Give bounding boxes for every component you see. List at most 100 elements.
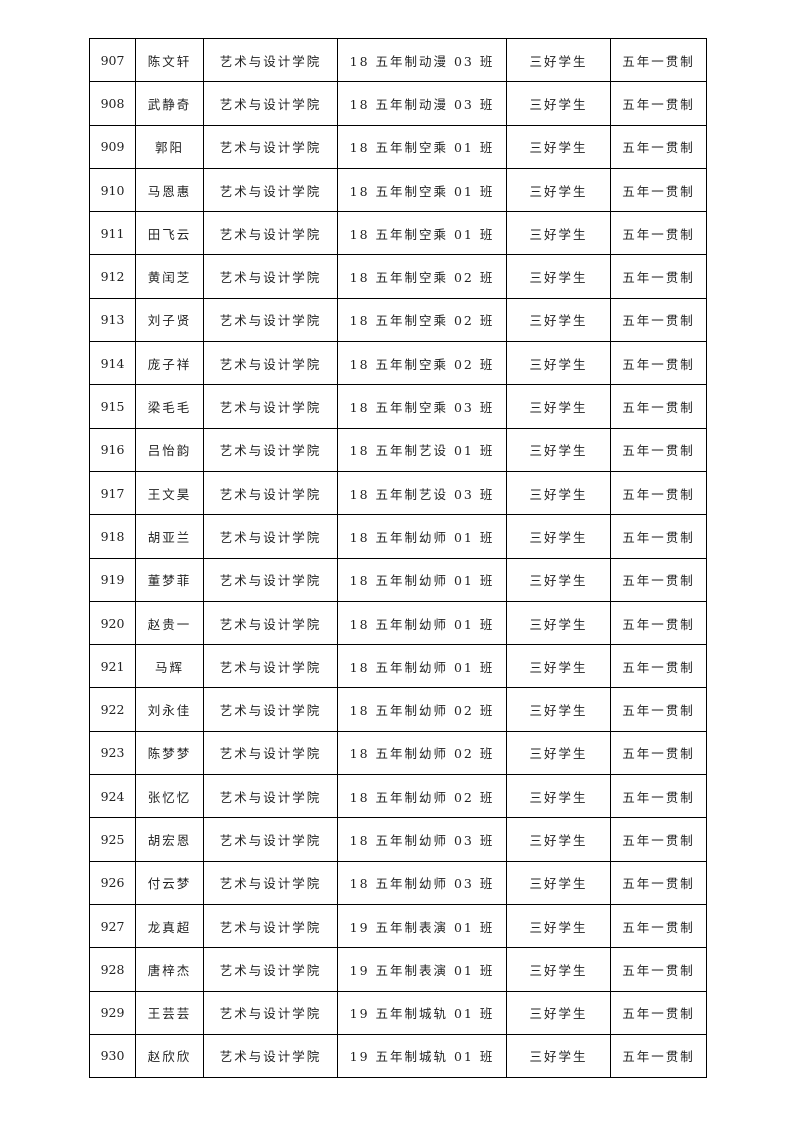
award-cell: 三好学生 (506, 211, 611, 256)
class-name-cell: 19 五年制表演 01 班 (337, 947, 507, 992)
row-number-cell: 924 (89, 774, 136, 819)
row-number-cell: 909 (89, 124, 136, 169)
program-type-cell: 五年一贯制 (610, 644, 707, 689)
college-cell: 艺术与设计学院 (203, 341, 338, 386)
college-cell: 艺术与设计学院 (203, 37, 338, 83)
program-type-cell: 五年一贯制 (610, 947, 707, 992)
class-name-cell: 18 五年制空乘 01 班 (337, 167, 507, 213)
table-row: 916 吕怡韵 艺术与设计学院 18 五年制艺设 01 班三好学生 五年一贯制 (89, 427, 707, 472)
award-cell: 三好学生 (506, 341, 611, 386)
table-row: 927 龙真超 艺术与设计学院 19 五年制表演 01 班三好学生 五年一贯制 (89, 903, 707, 949)
table-row: 923 陈梦梦 艺术与设计学院 18 五年制幼师 02 班三好学生 五年一贯制 (89, 730, 707, 776)
program-type-cell: 五年一贯制 (610, 384, 707, 429)
row-number-cell: 921 (89, 644, 136, 689)
college-cell: 艺术与设计学院 (203, 600, 338, 646)
row-number-cell: 915 (89, 384, 136, 429)
college-cell: 艺术与设计学院 (203, 297, 338, 343)
award-cell: 三好学生 (506, 774, 611, 819)
class-name-cell: 19 五年制城轨 01 班 (337, 990, 507, 1035)
student-name-cell: 刘永佳 (135, 687, 204, 732)
award-cell: 三好学生 (506, 37, 611, 83)
college-cell: 艺术与设计学院 (203, 211, 338, 256)
award-cell: 三好学生 (506, 903, 611, 949)
award-cell: 三好学生 (506, 297, 611, 343)
college-cell: 艺术与设计学院 (203, 384, 338, 429)
student-name-cell: 唐梓杰 (135, 947, 204, 992)
award-cell: 三好学生 (506, 254, 611, 299)
table-row: 915 梁毛毛 艺术与设计学院 18 五年制空乘 03 班三好学生 五年一贯制 (89, 384, 707, 429)
row-number-cell: 914 (89, 341, 136, 386)
class-name-cell: 18 五年制幼师 02 班 (337, 730, 507, 776)
row-number-cell: 918 (89, 514, 136, 559)
program-type-cell: 五年一贯制 (610, 600, 707, 646)
award-cell: 三好学生 (506, 124, 611, 169)
program-type-cell: 五年一贯制 (610, 124, 707, 169)
program-type-cell: 五年一贯制 (610, 341, 707, 386)
program-type-cell: 五年一贯制 (610, 254, 707, 299)
row-number-cell: 923 (89, 730, 136, 776)
student-name-cell: 董梦菲 (135, 557, 204, 602)
award-cell: 三好学生 (506, 730, 611, 776)
class-name-cell: 18 五年制幼师 02 班 (337, 687, 507, 732)
student-name-cell: 陈梦梦 (135, 730, 204, 776)
college-cell: 艺术与设计学院 (203, 1033, 338, 1079)
student-name-cell: 张忆忆 (135, 774, 204, 819)
class-name-cell: 18 五年制幼师 03 班 (337, 817, 507, 862)
table-row: 910 马恩惠 艺术与设计学院 18 五年制空乘 01 班三好学生 五年一贯制 (89, 167, 707, 213)
table-row: 912 黄闰芝 艺术与设计学院 18 五年制空乘 02 班三好学生 五年一贯制 (89, 254, 707, 299)
program-type-cell: 五年一贯制 (610, 817, 707, 862)
table-row: 919 董梦菲 艺术与设计学院 18 五年制幼师 01 班三好学生 五年一贯制 (89, 557, 707, 602)
program-type-cell: 五年一贯制 (610, 211, 707, 256)
program-type-cell: 五年一贯制 (610, 470, 707, 516)
award-cell: 三好学生 (506, 860, 611, 905)
student-name-cell: 庞子祥 (135, 341, 204, 386)
row-number-cell: 922 (89, 687, 136, 732)
table-row: 930 赵欣欣 艺术与设计学院 19 五年制城轨 01 班三好学生 五年一贯制 (89, 1033, 707, 1079)
award-cell: 三好学生 (506, 817, 611, 862)
table-row: 908 武静奇 艺术与设计学院 18 五年制动漫 03 班三好学生 五年一贯制 (89, 81, 707, 126)
row-number-cell: 907 (89, 37, 136, 83)
award-cell: 三好学生 (506, 600, 611, 646)
table-row: 921 马辉 艺术与设计学院 18 五年制幼师 01 班三好学生 五年一贯制 (89, 644, 707, 689)
program-type-cell: 五年一贯制 (610, 427, 707, 472)
program-type-cell: 五年一贯制 (610, 730, 707, 776)
row-number-cell: 929 (89, 990, 136, 1035)
college-cell: 艺术与设计学院 (203, 124, 338, 169)
class-name-cell: 18 五年制幼师 02 班 (337, 774, 507, 819)
college-cell: 艺术与设计学院 (203, 730, 338, 776)
table-row: 920 赵贵一 艺术与设计学院 18 五年制幼师 01 班三好学生 五年一贯制 (89, 600, 707, 646)
table-row: 907 陈文轩 艺术与设计学院 18 五年制动漫 03 班三好学生 五年一贯制 (89, 37, 707, 83)
student-name-cell: 陈文轩 (135, 37, 204, 83)
award-table: 907 陈文轩 艺术与设计学院 18 五年制动漫 03 班三好学生 五年一贯制 908 武静… (89, 37, 707, 1079)
class-name-cell: 18 五年制动漫 03 班 (337, 81, 507, 126)
award-cell: 三好学生 (506, 990, 611, 1035)
row-number-cell: 911 (89, 211, 136, 256)
row-number-cell: 925 (89, 817, 136, 862)
row-number-cell: 913 (89, 297, 136, 343)
row-number-cell: 928 (89, 947, 136, 992)
class-name-cell: 18 五年制空乘 01 班 (337, 211, 507, 256)
row-number-cell: 926 (89, 860, 136, 905)
class-name-cell: 18 五年制幼师 01 班 (337, 557, 507, 602)
college-cell: 艺术与设计学院 (203, 903, 338, 949)
program-type-cell: 五年一贯制 (610, 903, 707, 949)
program-type-cell: 五年一贯制 (610, 297, 707, 343)
college-cell: 艺术与设计学院 (203, 817, 338, 862)
row-number-cell: 927 (89, 903, 136, 949)
class-name-cell: 18 五年制艺设 03 班 (337, 470, 507, 516)
student-name-cell: 郭阳 (135, 124, 204, 169)
table-row: 924 张忆忆 艺术与设计学院 18 五年制幼师 02 班三好学生 五年一贯制 (89, 774, 707, 819)
award-cell: 三好学生 (506, 947, 611, 992)
college-cell: 艺术与设计学院 (203, 167, 338, 213)
college-cell: 艺术与设计学院 (203, 557, 338, 602)
award-cell: 三好学生 (506, 644, 611, 689)
program-type-cell: 五年一贯制 (610, 557, 707, 602)
student-name-cell: 马恩惠 (135, 167, 204, 213)
student-name-cell: 武静奇 (135, 81, 204, 126)
row-number-cell: 908 (89, 81, 136, 126)
student-name-cell: 赵贵一 (135, 600, 204, 646)
class-name-cell: 18 五年制空乘 03 班 (337, 384, 507, 429)
student-name-cell: 付云梦 (135, 860, 204, 905)
award-cell: 三好学生 (506, 687, 611, 732)
program-type-cell: 五年一贯制 (610, 514, 707, 559)
